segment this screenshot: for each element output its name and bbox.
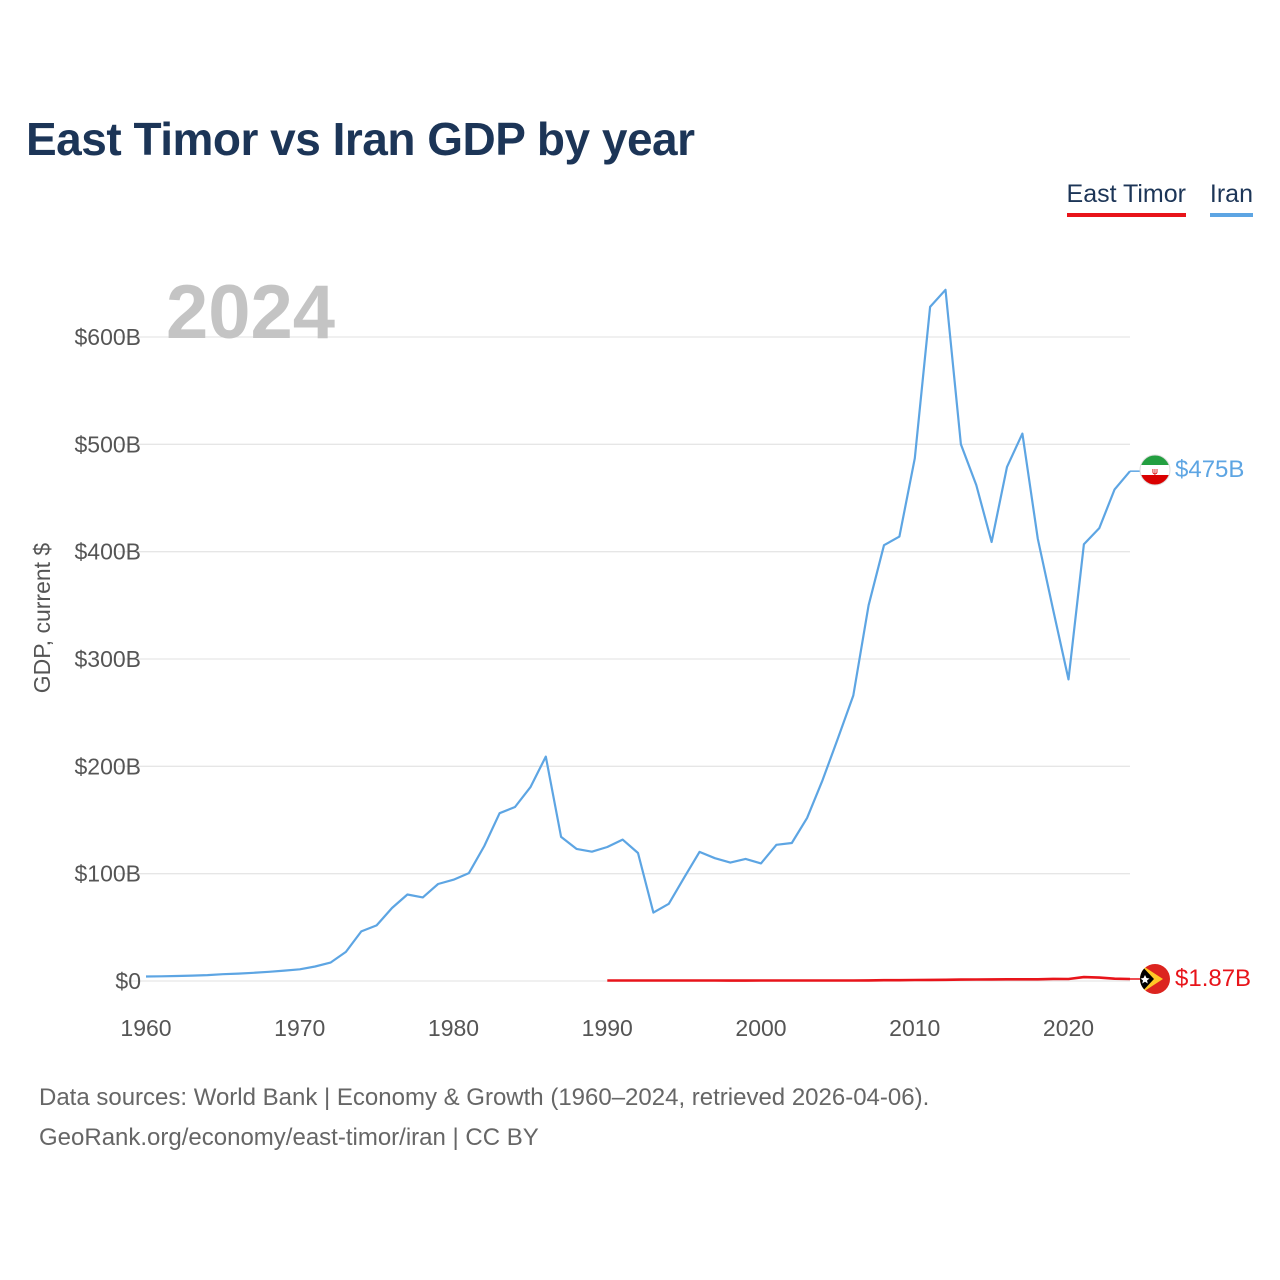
y-axis-label: GDP, current $ (29, 543, 55, 694)
iran-flag-icon: ψ (1140, 455, 1170, 485)
iran-flag-border (1139, 454, 1171, 486)
series-line-iran (145, 288, 1131, 978)
x-tick-label: 2020 (1043, 1015, 1094, 1041)
y-tick-label: $600B (74, 324, 141, 350)
watermark-year: 2024 (166, 270, 335, 355)
x-tick-label: 1970 (274, 1015, 325, 1041)
y-axis-ticks: $0 $100B $200B $300B $400B $500B $600B (74, 324, 141, 994)
y-tick-label: $400B (74, 539, 141, 565)
east-timor-flag-icon (1140, 964, 1170, 994)
chart-title: East Timor vs Iran GDP by year (26, 113, 695, 165)
east-timor-end-label: $1.87B (1175, 965, 1251, 992)
x-tick-label: 2010 (889, 1015, 940, 1041)
y-tick-label: $0 (115, 968, 141, 994)
footer-url: GeoRank.org/economy/east-timor/iran | CC… (39, 1124, 539, 1151)
legend-iran[interactable]: Iran (1209, 180, 1253, 217)
y-tick-label: $200B (74, 753, 141, 779)
y-tick-label: $500B (74, 431, 141, 457)
y-tick-label: $100B (74, 861, 141, 887)
series-line-east-timor (607, 975, 1131, 982)
y-tick-label: $300B (74, 646, 141, 672)
x-axis-ticks: 1960 1970 1980 1990 2000 2010 2020 (120, 1015, 1094, 1041)
footer-sources: Data sources: World Bank | Economy & Gro… (39, 1084, 930, 1111)
x-tick-label: 1980 (428, 1015, 479, 1041)
x-tick-label: 1960 (120, 1015, 171, 1041)
series-lines (145, 288, 1142, 982)
x-tick-label: 1990 (582, 1015, 633, 1041)
iran-end-label: $475B (1175, 456, 1244, 483)
svg-text:ψ: ψ (1152, 467, 1158, 477)
legend-east-timor[interactable]: East Timor (1066, 180, 1186, 217)
x-tick-label: 2000 (735, 1015, 786, 1041)
gridlines (118, 336, 1130, 982)
